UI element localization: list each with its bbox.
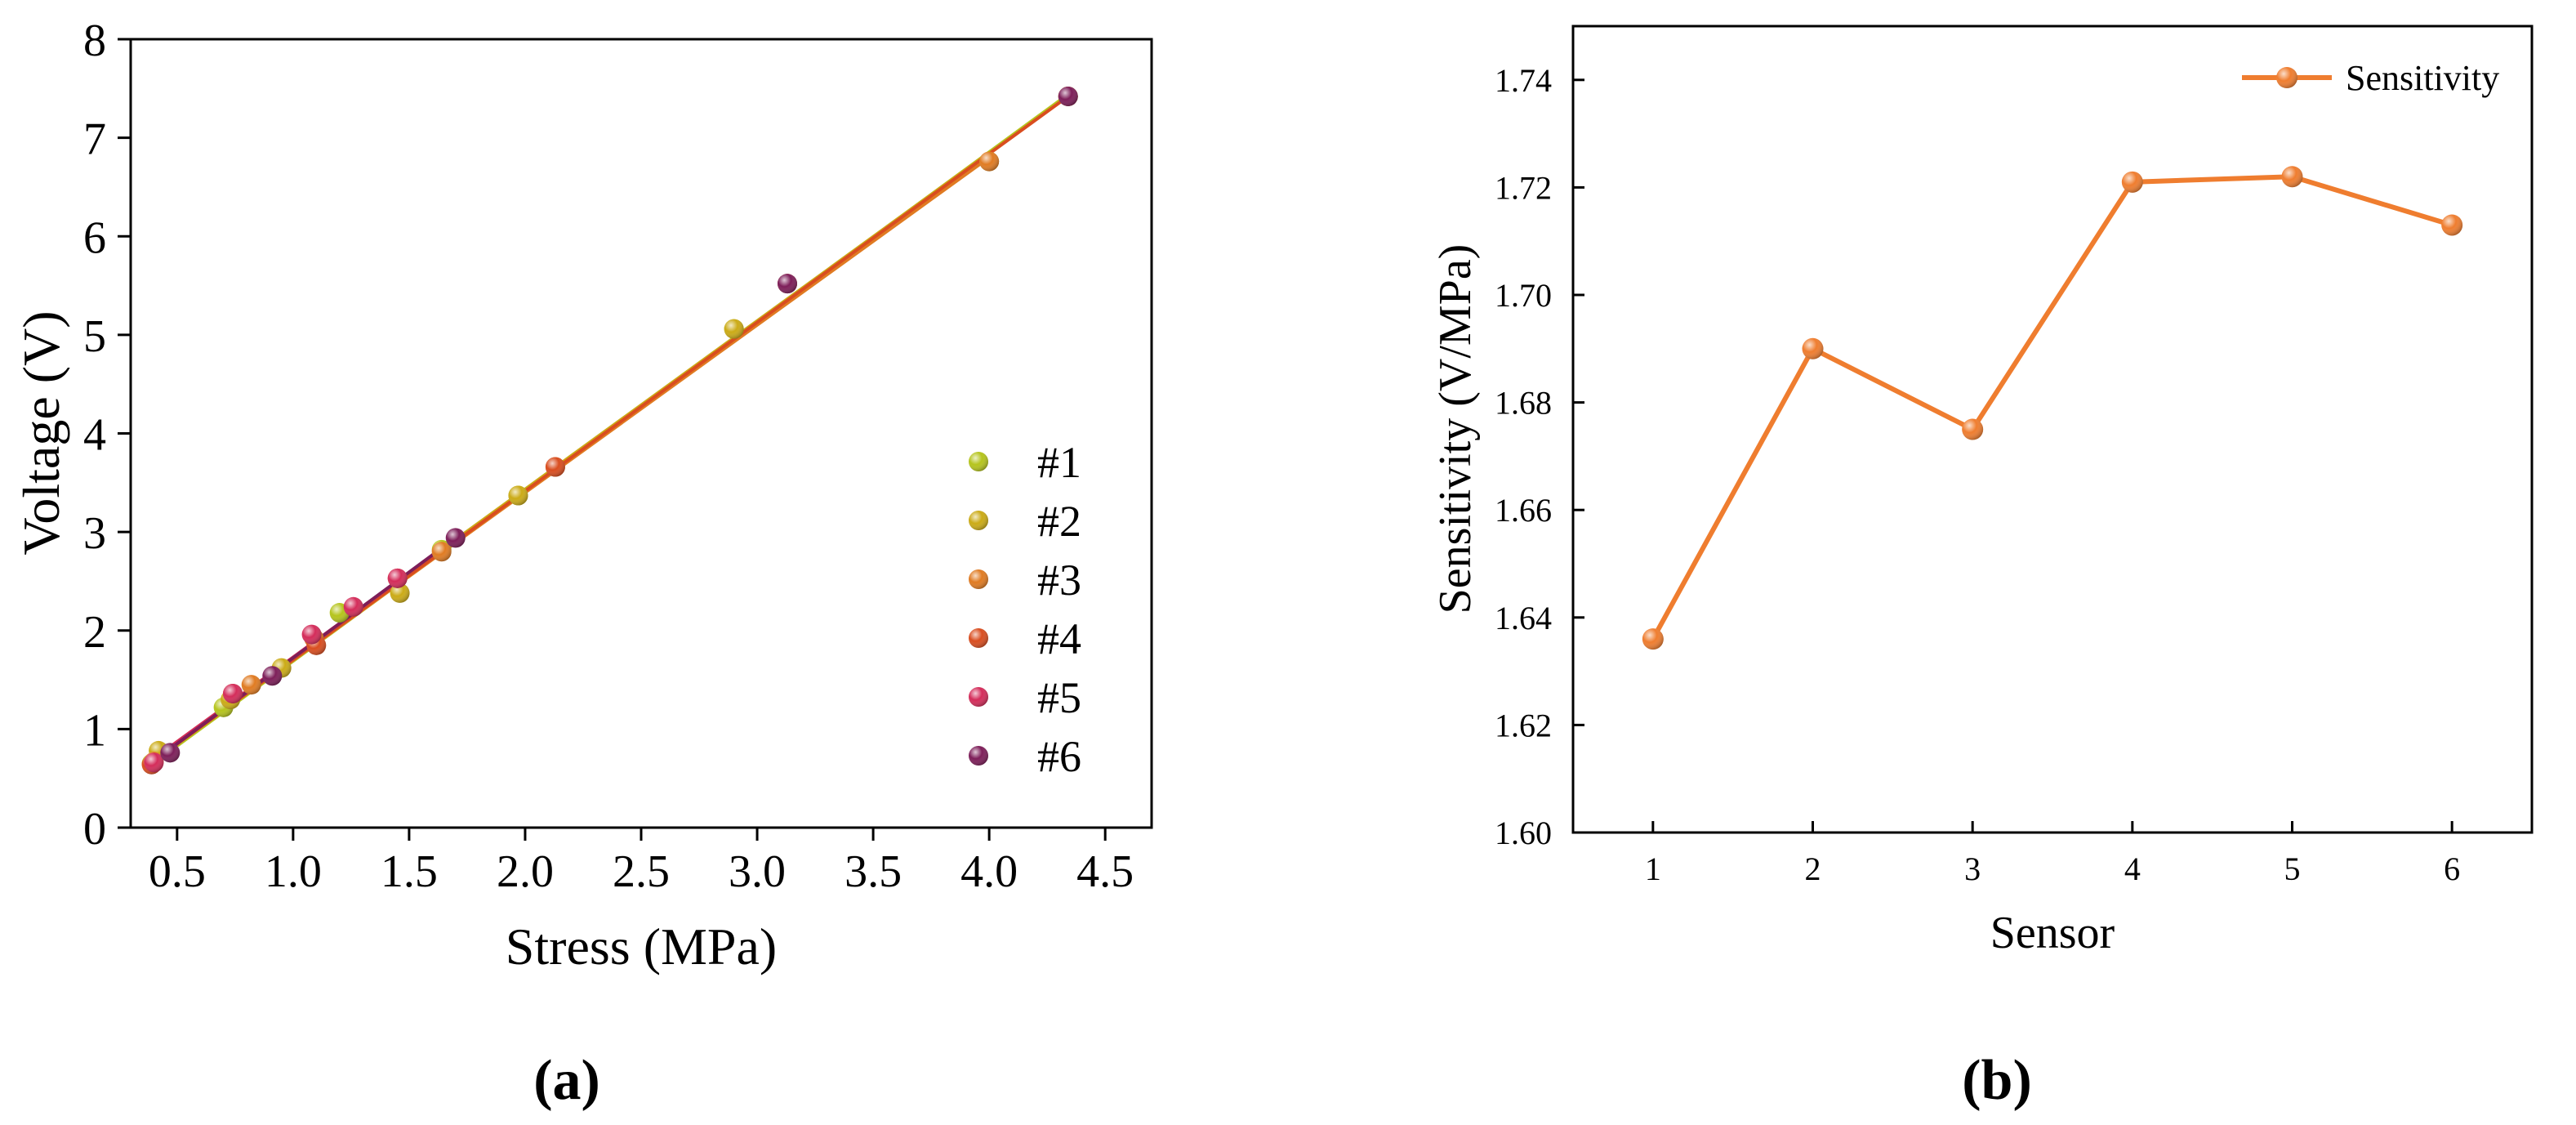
- chart-a-point: [724, 319, 744, 339]
- chart-a-xlabel: Stress (MPa): [506, 917, 777, 975]
- chart-a-point: [160, 743, 180, 763]
- chart-a-legend-label: #2: [1037, 497, 1081, 546]
- chart-b-frame: [1571, 25, 2534, 834]
- chart-a-legend: #1 #2 #3 #4 #5 #6: [969, 438, 1081, 781]
- chart-a-xtick-label: 2.5: [613, 846, 670, 897]
- chart-b-xtick-label: 5: [2284, 850, 2301, 887]
- chart-b-legend-item: Sensitivity: [2242, 58, 2499, 98]
- chart-a-point: [1058, 86, 1078, 106]
- chart-a-x-tick-labels: 0.5 1.0 1.5 2.0 2.5 3.0 3.5 4.0 4.5: [149, 846, 1134, 897]
- chart-a-ytick-label: 4: [83, 410, 106, 461]
- chart-b-ytick-label: 1.64: [1495, 600, 1552, 636]
- chart-a-xtick-label: 2.0: [497, 846, 554, 897]
- chart-a-point: [508, 485, 528, 506]
- chart-b-series-line: [1651, 174, 2453, 641]
- chart-a-frame: [129, 38, 1153, 829]
- chart-a-point: [262, 666, 283, 686]
- chart-b-point: [1802, 337, 1824, 359]
- chart-a-ytick-label: 2: [83, 607, 106, 658]
- chart-a-point: [223, 683, 243, 703]
- chart-a-ytick-label: 6: [83, 212, 106, 263]
- chart-a-xtick-label: 0.5: [149, 846, 206, 897]
- chart-b-point: [1642, 628, 1664, 650]
- chart-a-xtick-label: 1.5: [381, 846, 438, 897]
- chart-a-panel-label: (a): [533, 1049, 600, 1112]
- chart-b-ytick-label: 1.72: [1495, 169, 1552, 206]
- chart-a-ticks: [118, 38, 1107, 841]
- chart-a-ytick-label: 5: [83, 311, 106, 362]
- chart-a-xtick-label: 4.0: [960, 846, 1018, 897]
- chart-b-ytick-label: 1.66: [1495, 492, 1552, 529]
- chart-a-point: [241, 675, 261, 695]
- chart-a-legend-item: #5: [969, 673, 1081, 722]
- chart-a-legend-item: #3: [969, 556, 1081, 605]
- chart-b-panel-label: (b): [1962, 1049, 2032, 1112]
- chart-b-legend: Sensitivity: [2242, 58, 2499, 98]
- chart-a-legend-item: #6: [969, 732, 1081, 781]
- chart-b-xtick-label: 4: [2124, 850, 2141, 887]
- chart-b-xtick-label: 3: [1964, 850, 1981, 887]
- chart-b-xtick-label: 6: [2444, 850, 2460, 887]
- chart-a-point: [979, 151, 1000, 172]
- chart-a-legend-item: #1: [969, 438, 1081, 487]
- chart-b-point: [2281, 166, 2303, 188]
- chart-a-xtick-label: 4.5: [1076, 846, 1134, 897]
- chart-a-ytick-label: 0: [83, 804, 106, 855]
- chart-b-y-tick-labels: 1.60 1.62 1.64 1.66 1.68 1.70 1.72 1.74: [1495, 62, 1552, 851]
- chart-b-x-tick-labels: 1 2 3 4 5 6: [1645, 850, 2460, 887]
- chart-b-ytick-label: 1.68: [1495, 385, 1552, 422]
- chart-a-legend-label: #1: [1037, 438, 1081, 487]
- chart-b-point: [2121, 171, 2143, 193]
- chart-a-xtick-label: 1.0: [265, 846, 322, 897]
- chart-a-legend-label: #4: [1037, 614, 1081, 663]
- chart-a-ytick-label: 1: [83, 705, 106, 756]
- chart-a: 0.5 1.0 1.5 2.0 2.5 3.0 3.5 4.0 4.5 0 1 2 3 4 5 6 7 8 St…: [12, 16, 1153, 1112]
- chart-a-point: [390, 583, 410, 603]
- chart-a-point: [144, 752, 164, 773]
- chart-a-ylabel: Voltage (V): [12, 310, 70, 555]
- chart-a-points: [141, 86, 1078, 775]
- chart-b-xlabel: Sensor: [1990, 908, 2115, 958]
- chart-a-xtick-label: 3.5: [845, 846, 902, 897]
- chart-a-legend-label: #3: [1037, 556, 1081, 605]
- chart-a-point: [431, 542, 452, 562]
- chart-b-ytick-label: 1.62: [1495, 707, 1552, 743]
- chart-a-legend-item: #2: [969, 497, 1081, 546]
- chart-a-point: [387, 568, 408, 588]
- chart-b-xtick-label: 2: [1805, 850, 1821, 887]
- chart-b-ytick-label: 1.70: [1495, 277, 1552, 314]
- chart-a-point: [343, 596, 363, 617]
- chart-a-legend-label: #6: [1037, 732, 1081, 781]
- chart-a-ytick-label: 7: [83, 114, 106, 165]
- chart-a-xtick-label: 3.0: [729, 846, 786, 897]
- chart-a-point: [445, 528, 466, 548]
- chart-b-points: [1642, 166, 2463, 650]
- chart-a-ytick-label: 8: [83, 16, 106, 66]
- chart-a-point: [301, 624, 322, 645]
- chart-b-xtick-label: 1: [1645, 850, 1661, 887]
- chart-b-ytick-label: 1.74: [1495, 62, 1552, 99]
- chart-a-ytick-label: 3: [83, 508, 106, 559]
- chart-a-y-tick-labels: 0 1 2 3 4 5 6 7 8: [83, 16, 106, 855]
- chart-b-point: [1962, 418, 1984, 440]
- chart-b-ticks: [1573, 78, 2453, 834]
- chart-b-legend-label: Sensitivity: [2346, 58, 2499, 98]
- chart-a-point: [777, 274, 797, 294]
- chart-b-point: [2441, 214, 2463, 236]
- chart-b-ytick-label: 1.60: [1495, 815, 1552, 851]
- chart-a-legend-label: #5: [1037, 673, 1081, 722]
- chart-a-legend-item: #4: [969, 614, 1081, 663]
- chart-b-ylabel: Sensitivity (V/MPa): [1430, 244, 1481, 614]
- chart-a-point: [545, 457, 565, 477]
